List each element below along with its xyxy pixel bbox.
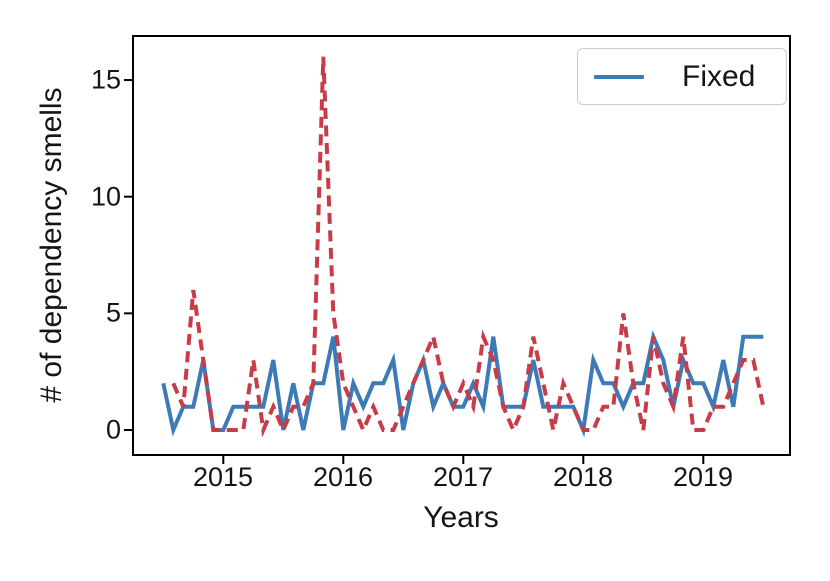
x-tick-2015: 2015 [192, 462, 254, 492]
series-fixed [161, 330, 764, 438]
y-tick-0: 0 [105, 414, 121, 445]
legend-box: Fixed [577, 48, 787, 105]
y-tick-5: 5 [105, 297, 121, 328]
x-tick-2019: 2019 [672, 462, 734, 492]
plot-frame [132, 35, 791, 456]
y-tick-10: 10 [90, 181, 121, 212]
series-unlabeled-red-series [171, 56, 766, 438]
legend-line-sample [594, 74, 644, 79]
x-tick-2017: 2017 [432, 462, 494, 492]
y-axis-title: # of dependency smells [35, 87, 68, 403]
x-tick-2016: 2016 [312, 462, 374, 492]
y-tick-15: 15 [90, 64, 121, 95]
legend-entry-label: Fixed [682, 59, 756, 93]
x-axis-title: Years [423, 501, 499, 534]
x-tick-2018: 2018 [552, 462, 614, 492]
